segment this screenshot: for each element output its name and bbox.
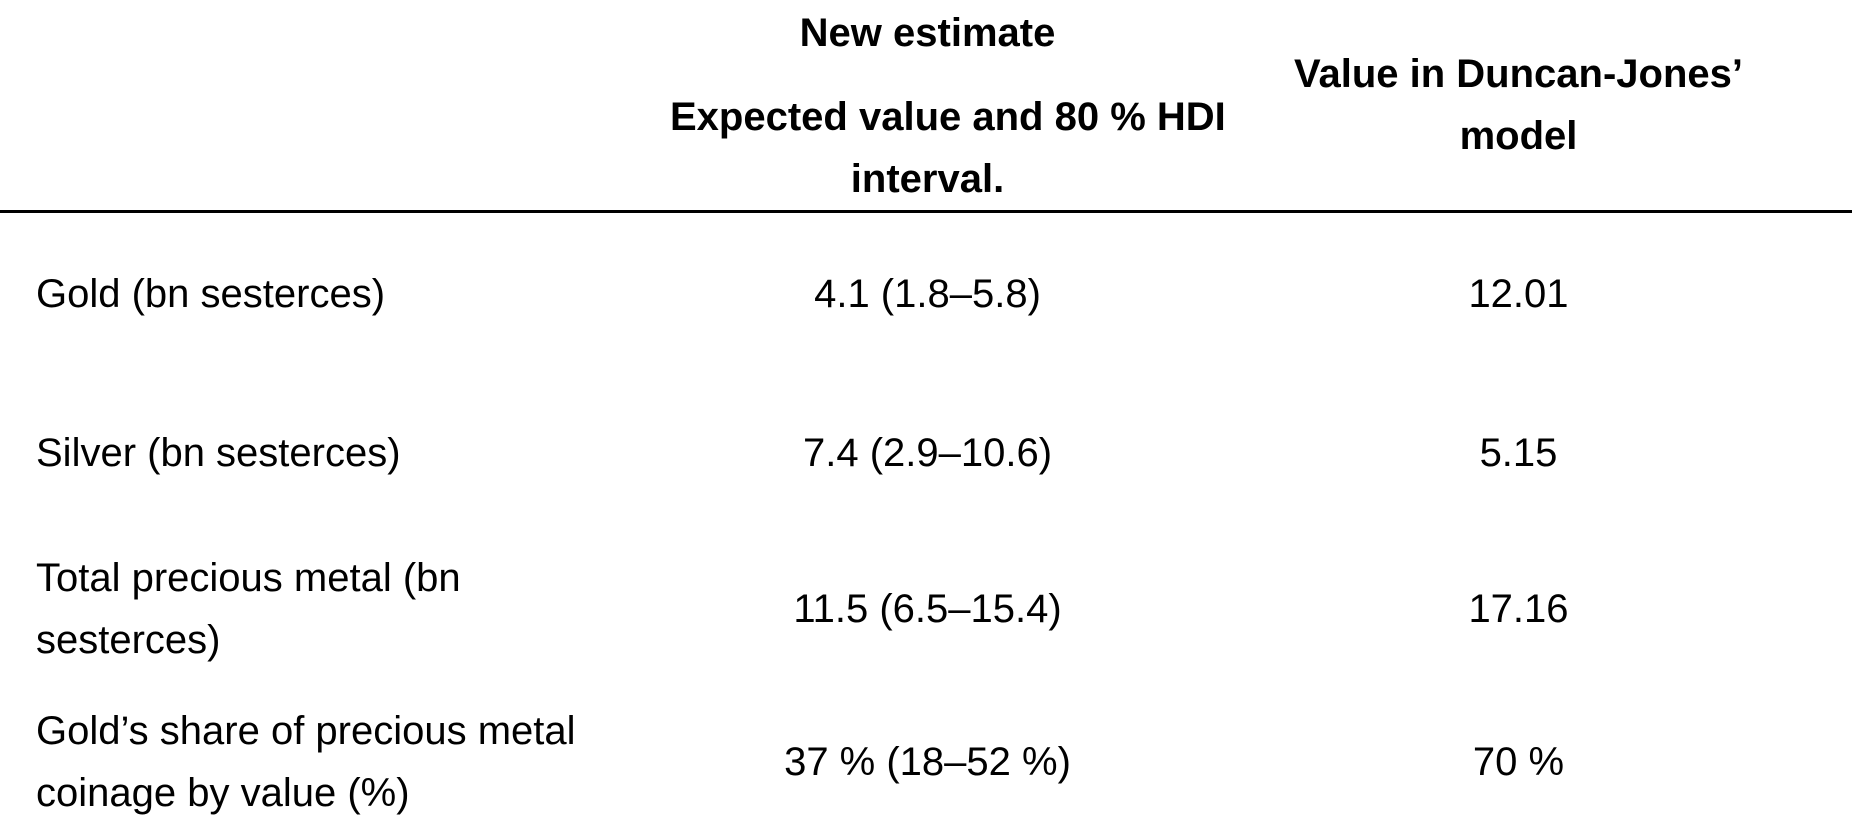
duncan-jones-value: 5.15	[1479, 430, 1558, 475]
new-estimate-subtitle: Expected value and 80 % HDI interval.	[670, 86, 1226, 210]
duncan-jones-value: 70 %	[1472, 740, 1565, 784]
table-row-total-precious-metal: Total precious metal (bn sesterces) 11.5…	[0, 530, 1852, 688]
row-label-line: Gold (bn sesterces)	[36, 272, 386, 316]
row-label: Gold’s share of precious metal coinage b…	[0, 700, 670, 824]
table-row-gold-share: Gold’s share of precious metal coinage b…	[0, 688, 1852, 824]
new-estimate-value: 7.4 (2.9–10.6)	[802, 430, 1053, 475]
row-label: Total precious metal (bn sesterces)	[0, 547, 670, 671]
row-label-line: coinage by value (%)	[36, 771, 410, 815]
column-header-new-estimate: New estimate Expected value and 80 % HDI…	[670, 0, 1226, 210]
duncan-jones-value: 17.16	[1468, 587, 1569, 631]
row-label-line: Silver (bn sesterces)	[36, 430, 401, 475]
row-label: Silver (bn sesterces)	[0, 422, 670, 484]
row-label: Gold (bn sesterces)	[0, 263, 670, 325]
header-corner-cell	[0, 0, 670, 210]
row-label-line: Gold’s share of precious metal	[36, 709, 576, 753]
table-header-row: New estimate Expected value and 80 % HDI…	[0, 0, 1852, 213]
new-estimate-subtitle-line: interval.	[850, 157, 1005, 201]
row-label-line: sesterces)	[36, 618, 221, 662]
duncan-jones-value: 12.01	[1468, 272, 1569, 316]
new-estimate-value: 11.5 (6.5–15.4)	[793, 587, 1062, 631]
table-row-gold: Gold (bn sesterces) 4.1 (1.8–5.8) 12.01	[0, 213, 1852, 375]
new-estimate-value: 37 % (18–52 %)	[784, 740, 1071, 784]
column-header-duncan-jones-model: Value in Duncan-Jones’ model	[1185, 0, 1852, 210]
new-estimate-subtitle-line: Expected value and 80 % HDI	[670, 95, 1226, 139]
duncan-jones-header-line: Value in Duncan-Jones’	[1293, 52, 1743, 96]
table-row-silver: Silver (bn sesterces) 7.4 (2.9–10.6) 5.1…	[0, 375, 1852, 530]
duncan-jones-header-line: model	[1459, 114, 1578, 158]
row-label-line: Total precious metal (bn	[36, 556, 461, 600]
new-estimate-title: New estimate	[799, 11, 1056, 55]
new-estimate-value: 4.1 (1.8–5.8)	[814, 272, 1041, 316]
